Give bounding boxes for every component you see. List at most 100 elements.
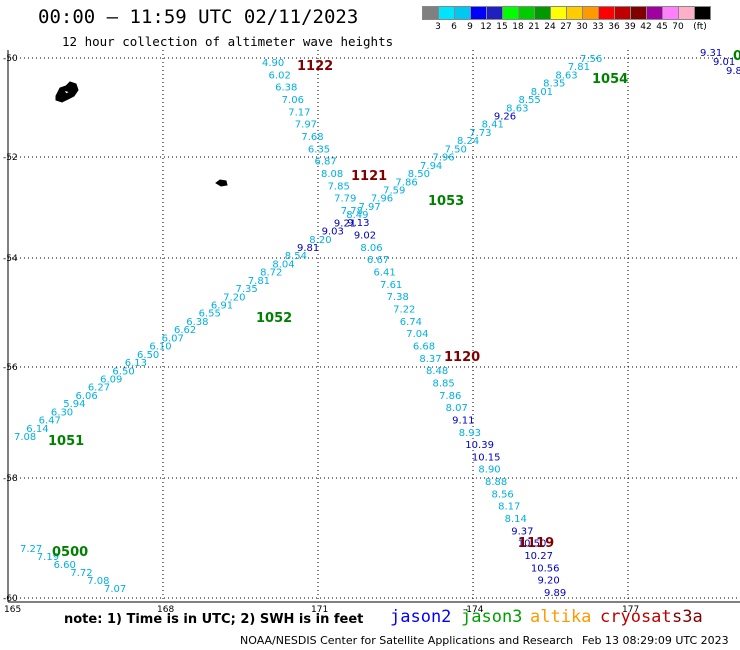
- map-grid: [7, 50, 740, 603]
- satellite-cryosat: cryosat: [600, 607, 672, 627]
- wave-height-value: 6.09: [100, 374, 122, 385]
- satellite-s3a: s3a: [672, 607, 703, 627]
- wave-height-value: 9.81: [297, 243, 319, 254]
- wave-height-value: 6.38: [186, 317, 208, 328]
- wave-height-value: 8.37: [419, 354, 441, 365]
- wave-height-value: 6.41: [373, 268, 395, 279]
- wave-height-value: 8.56: [492, 489, 514, 500]
- islands: [55, 81, 228, 187]
- footer-generated: Feb 13 08:29:09 UTC 2023: [582, 634, 729, 647]
- scale-label: 3: [435, 22, 441, 32]
- wave-height-value: 7.96: [432, 153, 454, 164]
- map-subtitle: 12 hour collection of altimeter wave hei…: [62, 34, 394, 49]
- wave-height-value: 7.07: [104, 584, 126, 595]
- color-scale-boxes: [422, 5, 711, 24]
- wave-height-value: 9.8: [726, 66, 740, 77]
- wave-height-value: 6.87: [314, 157, 336, 168]
- wave-height-value: 6.50: [137, 350, 159, 361]
- scale-label: 27: [560, 22, 572, 32]
- wave-height-value: 7.08: [14, 432, 36, 443]
- wave-height-value: 8.24: [457, 136, 479, 147]
- lon-label: 168: [157, 605, 174, 615]
- wave-height-value: 9.37: [511, 526, 533, 537]
- wave-height-value: 9.02: [354, 231, 376, 242]
- time-label: 0500: [52, 545, 88, 560]
- lon-label: 177: [622, 605, 639, 615]
- wave-height-value: 7.78: [341, 206, 363, 217]
- wave-height-value: 9.03: [322, 227, 344, 238]
- lat-label: -50: [3, 54, 18, 64]
- scale-label: 6: [451, 22, 457, 32]
- wave-height-value: 9.31: [700, 48, 722, 59]
- lat-label: -54: [3, 254, 18, 264]
- wave-height-value: 6.68: [413, 341, 435, 352]
- wave-height-value: 7.81: [248, 276, 270, 287]
- time-label: 0: [733, 49, 740, 64]
- wave-height-value: 8.55: [518, 95, 540, 106]
- wave-height-value: 10.50: [518, 539, 547, 550]
- scale-label: 42: [640, 22, 652, 32]
- wave-height-value: 6.27: [88, 383, 110, 394]
- wave-height-value: 9.26: [494, 112, 516, 123]
- wave-height-value: 6.13: [125, 358, 147, 369]
- island-campbell: [215, 179, 228, 187]
- track: 7.086.146.476.305.946.066.276.096.506.13…: [14, 54, 602, 443]
- wave-height-value: 8.85: [433, 378, 455, 389]
- wave-height-value: 6.10: [149, 342, 171, 353]
- time-label: 1054: [592, 72, 628, 87]
- wave-height-value: 7.94: [420, 161, 442, 172]
- wave-height-value: 7.68: [301, 132, 323, 143]
- scale-label: 9: [467, 22, 473, 32]
- scale-label: 45: [656, 22, 668, 32]
- wave-height-value: 8.49: [346, 210, 368, 221]
- scale-label: (ft): [693, 22, 707, 32]
- time-label: 1053: [428, 194, 464, 209]
- wave-height-value: 8.48: [426, 366, 448, 377]
- wave-height-value: 8.72: [260, 268, 282, 279]
- wave-height-value: 6.62: [174, 325, 196, 336]
- wave-height-value: 7.56: [580, 54, 602, 65]
- lon-label: 165: [4, 605, 21, 615]
- wave-height-value: 10.15: [472, 452, 501, 463]
- lat-label: -52: [3, 153, 18, 163]
- lat-label: -58: [3, 474, 18, 484]
- wave-height-value: 7.79: [334, 194, 356, 205]
- scale-label: 33: [592, 22, 604, 32]
- time-label: 1119: [518, 536, 554, 551]
- wave-height-value: 7.85: [328, 181, 350, 192]
- wave-height-value: 6.47: [39, 416, 61, 427]
- wave-height-value: 6.07: [162, 333, 184, 344]
- wave-height-value: 9.01: [713, 57, 735, 68]
- wave-height-value: 7.59: [383, 185, 405, 196]
- wave-height-value: 7.86: [395, 177, 417, 188]
- wave-height-value: 8.35: [543, 79, 565, 90]
- scale-label: 30: [576, 22, 588, 32]
- wave-height-value: 7.22: [393, 305, 415, 316]
- wave-height-value: 10.39: [465, 440, 494, 451]
- wave-height-value: 7.97: [295, 120, 317, 131]
- time-label: 1051: [48, 434, 84, 449]
- wave-height-value: 8.20: [309, 235, 331, 246]
- wave-height-value: 6.38: [275, 83, 297, 94]
- wave-height-value: 7.97: [359, 202, 381, 213]
- time-label: 1121: [351, 169, 387, 184]
- wave-height-value: 8.90: [478, 465, 500, 476]
- wave-height-value: 7.06: [282, 95, 304, 106]
- lon-label: 171: [311, 605, 328, 615]
- wave-height-value: 8.07: [446, 403, 468, 414]
- scale-label: 39: [624, 22, 636, 32]
- time-label: 1122: [297, 59, 333, 74]
- wave-height-value: 10.56: [531, 563, 560, 574]
- satellite-altika: altika: [530, 607, 592, 627]
- track: 9.319.019.8: [700, 48, 740, 77]
- wave-height-value: 8.41: [482, 120, 504, 131]
- track: 4.906.026.387.067.177.977.686.356.878.08…: [262, 58, 566, 599]
- wave-height-value: 7.73: [469, 128, 491, 139]
- wave-height-value: 8.93: [459, 428, 481, 439]
- wave-height-value: 8.63: [555, 70, 577, 81]
- scale-label: 15: [496, 22, 508, 32]
- wave-height-value: 8.17: [498, 502, 520, 513]
- wave-height-value: 8.04: [272, 259, 294, 270]
- scale-label: 18: [512, 22, 524, 32]
- lat-label: -60: [3, 594, 18, 604]
